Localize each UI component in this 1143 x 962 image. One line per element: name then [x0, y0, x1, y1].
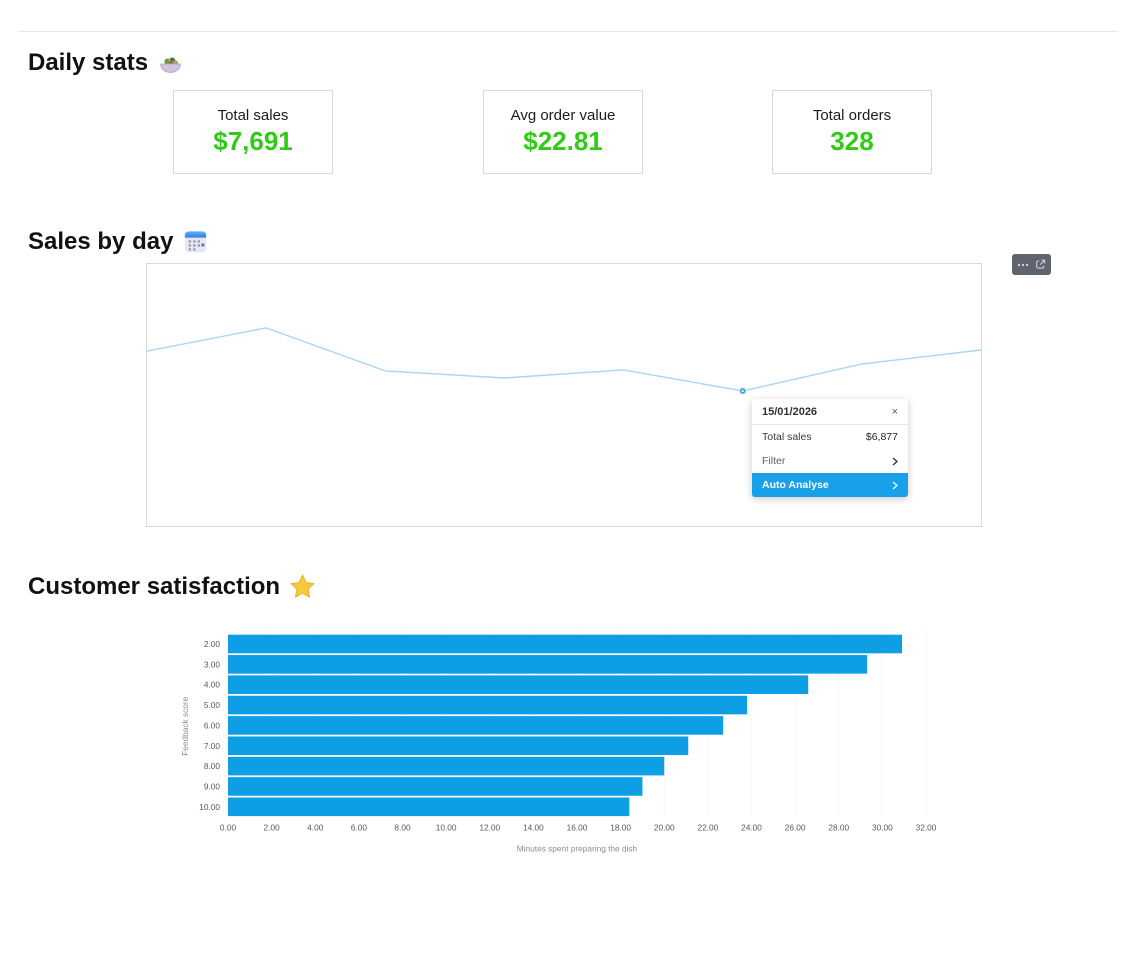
stat-card-label: Total sales [217, 107, 289, 124]
sales-by-day-title: Sales by day [28, 227, 174, 255]
stat-card-value: $22.81 [523, 126, 603, 156]
y-tick-label: 7.00 [204, 741, 221, 751]
bar-feedback-5.00[interactable] [228, 695, 748, 715]
x-tick-label: 22.00 [697, 823, 718, 833]
chevron-right-icon [892, 457, 898, 466]
bar-feedback-9.00[interactable] [228, 777, 643, 796]
x-tick-label: 20.00 [654, 823, 675, 833]
sales-line-chart[interactable] [146, 264, 982, 526]
close-icon[interactable]: × [891, 405, 898, 418]
section-title-customer-satisfaction: Customer satisfaction [28, 573, 316, 601]
salad-bowl-emoji [160, 57, 181, 73]
customer-satisfaction-title: Customer satisfaction [28, 572, 281, 600]
y-axis-title: Feedback score [180, 696, 190, 755]
chart-expand-button[interactable] [1035, 259, 1046, 270]
section-title-sales-by-day: Sales by day [28, 228, 209, 256]
stat-card: Avg order value $22.81 [483, 90, 643, 174]
y-tick-label: 10.00 [199, 802, 220, 812]
x-tick-label: 12.00 [479, 823, 500, 833]
satisfaction-bar-chart: 2.00 3.00 4.00 5.00 6.00 7.00 8.00 9.00 10.00 0.0… [175, 626, 945, 858]
x-tick-label: 4.00 [307, 823, 324, 833]
bar-feedback-8.00[interactable] [228, 756, 665, 776]
chevron-right-icon [892, 481, 898, 490]
stat-card: Total sales $7,691 [173, 90, 333, 174]
x-tick-label: 26.00 [785, 823, 806, 833]
tooltip-filter-item[interactable]: Filter [752, 449, 908, 473]
x-tick-label: 0.00 [220, 823, 237, 833]
tooltip-metric-value: $6,877 [865, 431, 898, 443]
x-tick-label: 30.00 [872, 823, 893, 833]
tooltip-metric-row: Total sales $6,877 [752, 425, 908, 449]
chart-more-button[interactable] [1017, 263, 1029, 267]
y-tick-label: 6.00 [204, 720, 221, 730]
x-tick-label: 14.00 [523, 823, 544, 833]
section-title-daily-stats: Daily stats [28, 49, 184, 77]
x-axis-title: Minutes spent preparing the dish [517, 844, 638, 854]
tooltip-header: 15/01/2026 × [752, 399, 908, 425]
y-tick-label: 3.00 [204, 659, 221, 669]
y-tick-label: 5.00 [204, 700, 221, 710]
chart-toolbar [1012, 254, 1051, 275]
y-tick-label: 9.00 [204, 781, 221, 791]
daily-stats-title: Daily stats [28, 49, 149, 77]
ellipsis-icon [1018, 263, 1029, 266]
stat-card-label: Total orders [812, 107, 892, 124]
y-tick-label: 8.00 [204, 761, 221, 771]
y-tick-label: 2.00 [204, 639, 221, 649]
x-tick-label: 28.00 [828, 823, 849, 833]
x-tick-label: 32.00 [916, 823, 937, 833]
x-tick-label: 8.00 [394, 823, 411, 833]
x-tick-label: 16.00 [567, 823, 588, 833]
bar-feedback-7.00[interactable] [228, 736, 689, 756]
x-tick-label: 6.00 [351, 823, 368, 833]
bar-feedback-2.00[interactable] [228, 634, 903, 654]
top-divider [18, 31, 1118, 32]
tooltip-auto-analyse-item[interactable]: Auto Analyse [752, 473, 908, 497]
stat-card-value: $7,691 [213, 126, 293, 156]
bar-feedback-6.00[interactable] [228, 716, 724, 735]
auto-analyse-label: Auto Analyse [762, 479, 829, 491]
bar-feedback-10.00[interactable] [228, 797, 630, 817]
stat-card-value: 328 [830, 126, 874, 156]
x-tick-label: 18.00 [610, 823, 631, 833]
x-tick-label: 2.00 [264, 823, 281, 833]
y-tick-label: 4.00 [204, 680, 221, 690]
star-emoji [290, 574, 315, 599]
stat-card-label: Avg order value [510, 107, 616, 124]
chart-tooltip: 15/01/2026 × Total sales $6,877 Filter A… [752, 399, 908, 497]
open-in-new-window-icon [1035, 259, 1045, 269]
stat-card: Total orders 328 [772, 90, 932, 174]
total-sales-line-series[interactable] [146, 327, 982, 392]
bar-feedback-4.00[interactable] [228, 675, 809, 694]
calendar-emoji [185, 231, 207, 253]
tooltip-metric-label: Total sales [762, 431, 812, 443]
filter-label: Filter [762, 455, 786, 467]
tooltip-date: 15/01/2026 [762, 406, 818, 418]
x-tick-label: 10.00 [436, 823, 457, 833]
x-tick-label: 24.00 [741, 823, 762, 833]
bar-feedback-3.00[interactable] [228, 655, 868, 674]
